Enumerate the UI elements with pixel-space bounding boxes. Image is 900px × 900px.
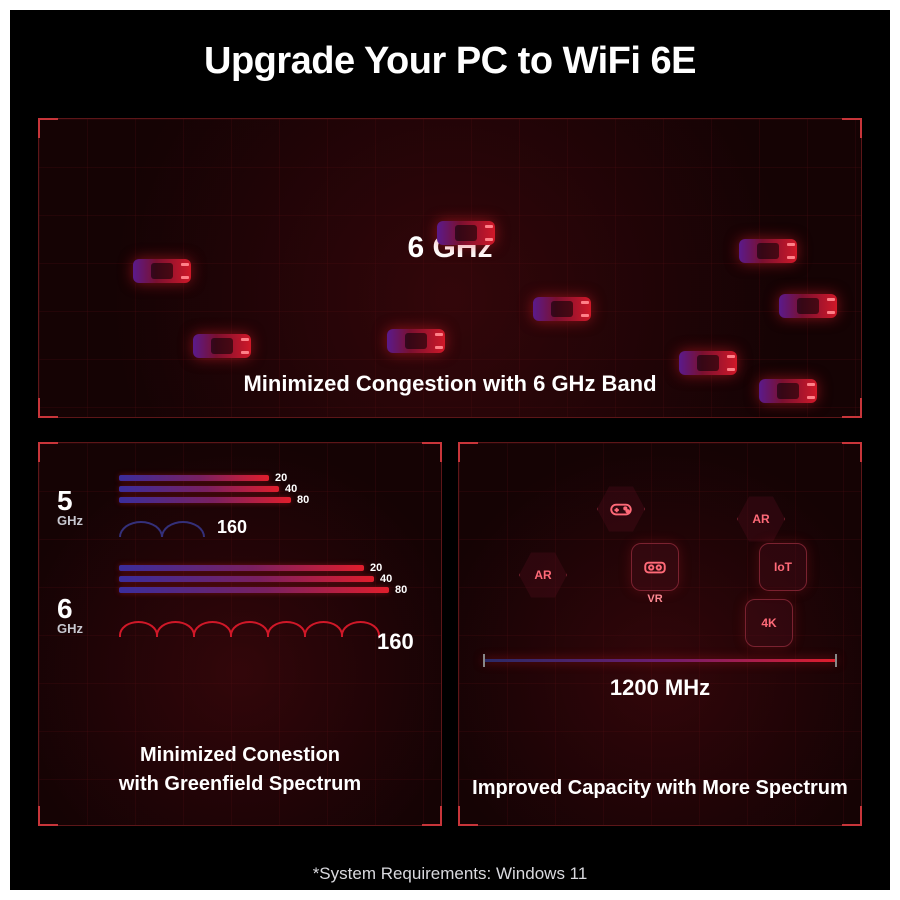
footnote: *System Requirements: Windows 11 — [10, 864, 890, 884]
spectrum-range-line — [483, 659, 837, 662]
car-icon — [387, 329, 445, 355]
page-title: Upgrade Your PC to WiFi 6E — [38, 40, 862, 83]
spectrum-1200mhz-label: 1200 MHz — [459, 675, 861, 701]
vr-icon: VR — [631, 543, 679, 591]
icon-sublabel: VR — [632, 593, 678, 605]
spectrum-bar — [119, 475, 269, 481]
panel-congestion-subtitle: Minimized Congestion with 6 GHz Band — [39, 371, 861, 397]
spectrum-bar — [119, 486, 279, 492]
band6-channel-160: 160 — [377, 629, 414, 655]
ar-icon: AR — [519, 551, 567, 599]
car-icon — [759, 379, 817, 405]
channel-arc — [161, 521, 205, 537]
car-icon — [133, 259, 191, 285]
car-icon — [739, 239, 797, 265]
channel-arc — [156, 621, 195, 637]
panel-spectrum-bars: 5GHz 204080 160 6GHz 204080 160 Minimize… — [38, 442, 442, 826]
spectrum-bar-label: 80 — [395, 584, 407, 596]
ar-badge-icon: AR — [737, 495, 785, 543]
band-5-label: 5GHz — [57, 487, 83, 528]
iot-icon: IoT — [759, 543, 807, 591]
car-icon — [533, 297, 591, 323]
channel-arc — [193, 621, 232, 637]
car-icon — [679, 351, 737, 377]
channel-arc — [341, 621, 380, 637]
car-icon — [437, 221, 495, 247]
channel-arc — [119, 521, 163, 537]
panel-spectrum-caption: Minimized Conestion with Greenfield Spec… — [39, 741, 441, 799]
car-icon — [193, 334, 251, 360]
car-icon — [779, 294, 837, 320]
panel-capacity-caption: Improved Capacity with More Spectrum — [459, 774, 861, 803]
spectrum-bar — [119, 565, 364, 571]
gamepad-icon — [597, 485, 645, 533]
spectrum-bar-label: 40 — [380, 573, 392, 585]
spectrum-bar-label: 80 — [297, 494, 309, 506]
band-6-label: 6GHz — [57, 595, 83, 636]
panel-congestion: 6 GHz Minimized Congestion with 6 GHz Ba… — [38, 118, 862, 418]
panel-capacity: AR AR VR IoT 4K 1200 MHz Improved Capacity w… — [458, 442, 862, 826]
spectrum-bar — [119, 576, 374, 582]
channel-arc — [304, 621, 343, 637]
spectrum-bar — [119, 587, 389, 593]
band5-channel-160: 160 — [217, 517, 247, 538]
channel-arc — [267, 621, 306, 637]
4k-icon: 4K — [745, 599, 793, 647]
spectrum-bar-label: 40 — [285, 483, 297, 495]
channel-arc — [230, 621, 269, 637]
spectrum-bar — [119, 497, 291, 503]
channel-arc — [119, 621, 158, 637]
